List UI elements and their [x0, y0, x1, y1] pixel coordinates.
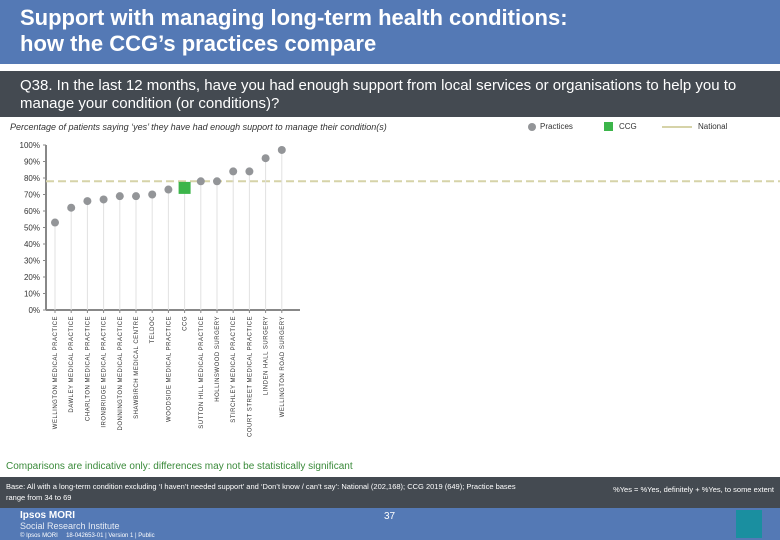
footer: Ipsos MORI Social Research Institute © I…	[0, 508, 780, 540]
base-note: Base: All with a long-term condition exc…	[0, 477, 780, 508]
practice-marker	[115, 192, 124, 201]
practice-marker	[99, 195, 108, 204]
ipsos-logo	[736, 510, 762, 538]
legend-ccg: CCG	[604, 122, 637, 132]
y-tick-label: 30%	[24, 257, 40, 266]
y-tick-label: 50%	[24, 224, 40, 233]
practice-marker	[132, 192, 140, 201]
ccg-square-icon	[604, 122, 613, 132]
x-tick-label: CHARLTON MEDICAL PRACTICE	[85, 316, 91, 421]
y-tick-label: 80%	[24, 174, 40, 183]
y-tick-label: 70%	[24, 191, 40, 200]
x-tick-label: TELDOC	[150, 316, 156, 344]
brand-sub: Social Research Institute	[20, 521, 120, 531]
practice-marker	[67, 203, 76, 212]
header: Support with managing long-term health c…	[0, 0, 780, 64]
title-line-2: how the CCG’s practices compare	[20, 31, 377, 56]
question: Q38. In the last 12 months, have you had…	[0, 71, 780, 117]
title-line-1: Support with managing long-term health c…	[20, 5, 568, 30]
x-tick-label: HOLLINSWOOD SURGERY	[215, 316, 221, 402]
ccg-marker	[178, 181, 191, 194]
practice-marker	[213, 177, 221, 186]
x-tick-label: WOODSIDE MEDICAL PRACTICE	[166, 316, 172, 422]
practice-marker	[51, 218, 59, 227]
practice-marker	[229, 167, 238, 176]
x-tick-label: STIRCHLEY MEDICAL PRACTICE	[231, 316, 237, 423]
legend-practices: Practices	[528, 122, 573, 131]
y-tick-label: 20%	[24, 273, 40, 282]
legend-national: National	[662, 122, 727, 131]
x-tick-label: CCG	[183, 316, 189, 331]
x-tick-label: LINDEN HALL SURGERY	[264, 316, 270, 395]
y-tick-label: 60%	[24, 207, 40, 216]
practice-marker	[196, 177, 205, 186]
yes-definition: %Yes = %Yes, definitely + %Yes, to some …	[613, 485, 774, 494]
x-tick-label: WELLINGTON ROAD SURGERY	[280, 316, 286, 417]
y-tick-label: 0%	[28, 306, 40, 315]
practice-dot-icon	[528, 122, 536, 131]
practice-marker	[164, 185, 173, 194]
practice-marker	[277, 145, 286, 154]
x-tick-label: WELLINGTON MEDICAL PRACTICE	[53, 316, 59, 429]
x-tick-label: SUTTON HILL MEDICAL PRACTICE	[199, 316, 205, 429]
x-tick-label: SHAWBIRCH MEDICAL CENTRE	[134, 316, 140, 419]
significance-note: Comparisons are indicative only: differe…	[6, 461, 353, 472]
page-number: 37	[384, 511, 396, 522]
x-tick-label: IRONBRIDGE MEDICAL PRACTICE	[102, 316, 108, 428]
y-tick-label: 100%	[20, 141, 40, 150]
practice-marker	[245, 167, 254, 176]
y-tick-label: 10%	[24, 290, 40, 299]
x-tick-label: COURT STREET MEDICAL PRACTICE	[247, 316, 253, 437]
x-tick-label: DONNINGTON MEDICAL PRACTICE	[118, 316, 124, 431]
copyright: © Ipsos MORI 18-042653-01 | Version 1 | …	[20, 533, 155, 539]
x-tick-label: DAWLEY MEDICAL PRACTICE	[69, 316, 75, 413]
national-line-icon	[662, 125, 692, 128]
base-text: Base: All with a long-term condition exc…	[6, 482, 516, 502]
practice-marker	[261, 154, 270, 163]
practice-marker	[83, 197, 92, 206]
brand: Ipsos MORI	[20, 510, 76, 521]
y-tick-label: 90%	[24, 158, 40, 167]
practice-marker	[148, 190, 157, 199]
chart-subtitle: Percentage of patients saying ‘yes’ they…	[10, 122, 387, 132]
y-tick-label: 40%	[24, 240, 40, 249]
chart: 0% 10% 20% 30% 40% 50% 60% 70% 80% 90% 100% WELLING…	[20, 141, 780, 437]
